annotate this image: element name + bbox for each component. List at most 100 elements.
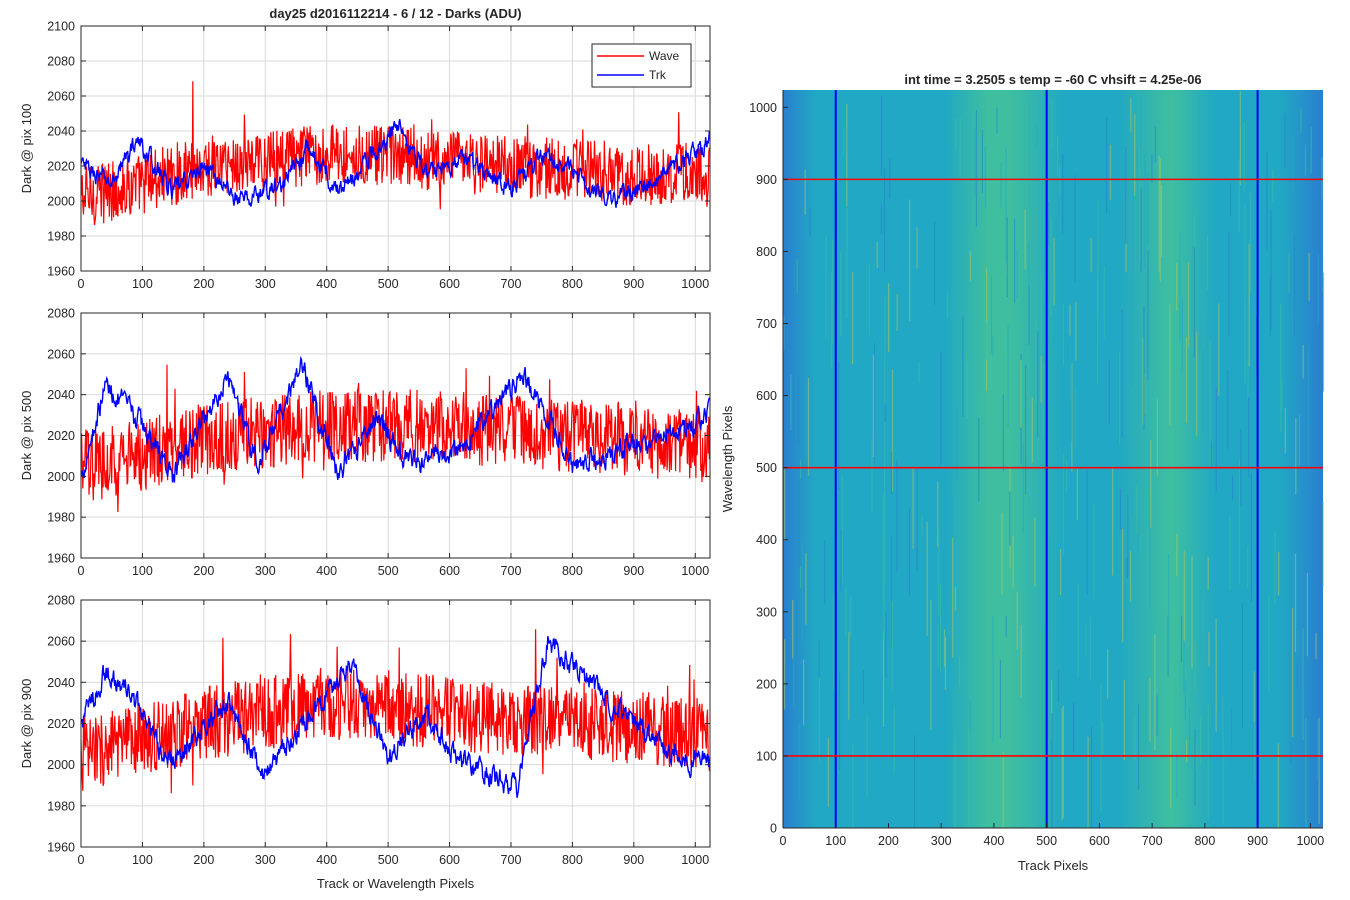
y-tick-label: 1000 [749, 101, 777, 115]
heatmap-streak [1129, 551, 1132, 602]
heatmap-streak [1115, 547, 1117, 589]
heatmap-streak [992, 406, 995, 471]
heatmap-streak [1168, 185, 1170, 311]
heatmap-streak [1031, 397, 1033, 463]
heatmap-streak [1096, 277, 1099, 385]
heatmap-streak [892, 729, 895, 828]
heatmap-streak [1248, 244, 1250, 367]
heatmap-streak [1069, 232, 1071, 296]
heatmap-streak [1119, 488, 1122, 530]
heatmap-streak [921, 515, 923, 536]
x-axis-label: Track or Wavelength Pixels [317, 876, 475, 891]
heatmap-streak [1278, 552, 1280, 596]
heatmap-streak [938, 530, 940, 615]
heatmap-streak [891, 600, 893, 691]
heatmap-streak [862, 670, 865, 705]
heatmap-streak [833, 442, 835, 465]
x-tick-label: 0 [78, 853, 85, 867]
heatmap-streak [1075, 387, 1077, 449]
heatmap-streak [1106, 117, 1108, 214]
heatmap-streak [1244, 300, 1246, 384]
heatmap-streak [790, 374, 792, 431]
heatmap-streak [1006, 217, 1008, 298]
heatmap-streak [902, 114, 904, 164]
heatmap-streak [1123, 680, 1125, 760]
heatmap-streak [1066, 460, 1068, 494]
heatmap-streak [1284, 407, 1286, 454]
heatmap-streak [1143, 305, 1145, 430]
heatmap-streak [829, 738, 831, 800]
heatmap-streak [1097, 444, 1099, 524]
x-tick-label: 500 [378, 853, 399, 867]
heatmap-streak [936, 340, 939, 467]
heatmap-streak [1090, 238, 1092, 273]
x-tick-label: 200 [193, 564, 214, 578]
heatmap-streak [809, 207, 811, 237]
heatmap-streak [965, 352, 968, 419]
heatmap-streak [1089, 616, 1091, 681]
x-tick-label: 1000 [1296, 834, 1324, 848]
heatmap-streak [1020, 624, 1022, 698]
heatmap-streak [832, 239, 834, 345]
heatmap-streak [1025, 105, 1027, 209]
heatmap-streak [1206, 234, 1209, 290]
heatmap-streak [996, 107, 998, 134]
x-tick-label: 600 [439, 853, 460, 867]
heatmap-streak [818, 676, 820, 762]
heatmap-streak [1131, 274, 1133, 387]
heatmap-streak [1183, 550, 1185, 643]
heatmap-streak [1304, 144, 1307, 176]
heatmap-streak [991, 129, 993, 189]
heatmap-streak [1102, 722, 1104, 757]
heatmap-streak [1322, 501, 1324, 587]
heatmap-streak [1189, 708, 1191, 759]
heatmap-streak [1117, 533, 1119, 632]
heatmap-streak [1268, 594, 1270, 692]
heatmap-streak [1253, 721, 1255, 819]
heatmap-streak [1139, 146, 1141, 261]
heatmap-streak [943, 628, 946, 668]
heatmap-streak [1288, 253, 1290, 293]
heatmap-streak [926, 522, 928, 636]
heatmap-streak [1248, 396, 1250, 478]
heatmap-streak [1193, 247, 1195, 358]
x-tick-label: 200 [193, 853, 214, 867]
y-tick-label: 2040 [47, 125, 75, 139]
heatmap-streak [803, 659, 805, 726]
heatmap-streak [1308, 252, 1310, 301]
x-tick-label: 500 [378, 277, 399, 291]
heatmap-streak [1209, 341, 1211, 466]
heatmap-streak [1229, 516, 1231, 590]
heatmap-streak [1315, 633, 1317, 659]
heatmap-streak [1112, 466, 1114, 576]
heatmap-streak [838, 361, 840, 491]
heatmap-streak [796, 259, 798, 294]
heatmap-streak [1047, 292, 1049, 346]
heatmap-streak [996, 261, 998, 325]
y-tick-label: 2080 [47, 307, 75, 321]
heatmap-streak [1016, 250, 1018, 298]
y-tick-label: 2060 [47, 635, 75, 649]
heatmap-streak [966, 362, 968, 420]
heatmap-streak [1072, 702, 1075, 752]
heatmap-streak [1007, 324, 1009, 428]
heatmap-streak [1132, 191, 1134, 271]
heatmap-streak [889, 613, 891, 663]
heatmap-streak [1274, 531, 1276, 604]
heatmap-streak [1241, 602, 1243, 729]
x-tick-label: 1000 [681, 564, 709, 578]
x-tick-label: 700 [1142, 834, 1163, 848]
heatmap-streak [1198, 93, 1200, 178]
y-tick-label: 500 [756, 461, 777, 475]
heatmap-streak [1070, 346, 1072, 442]
x-tick-label: 700 [501, 853, 522, 867]
x-tick-label: 100 [132, 853, 153, 867]
heatmap-streak [1200, 590, 1202, 657]
legend-box [591, 43, 692, 88]
heatmap-streak [883, 168, 886, 272]
heatmap-streak [895, 623, 898, 681]
heatmap-streak [1061, 708, 1063, 821]
y-tick-label: 700 [756, 317, 777, 331]
heatmap-streak [1131, 485, 1133, 517]
